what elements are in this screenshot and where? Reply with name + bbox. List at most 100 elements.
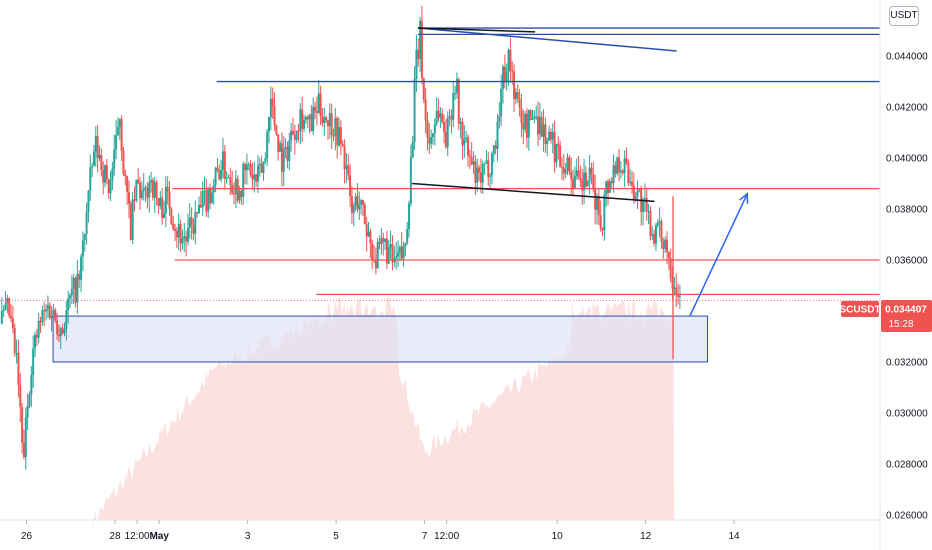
candle-body xyxy=(113,149,116,169)
candle-body xyxy=(529,110,532,120)
candle-body xyxy=(306,116,309,120)
candle-body xyxy=(218,170,221,180)
candle-body xyxy=(590,167,593,175)
candle-body xyxy=(37,320,40,338)
candle-body xyxy=(249,164,252,175)
candle-body xyxy=(592,174,595,190)
candle-body xyxy=(314,106,317,112)
price-axis[interactable]: 0.044000 0.042000 0.040000 0.038000 0.036000… xyxy=(879,0,928,550)
candle-body xyxy=(30,374,33,395)
candle-body xyxy=(107,179,110,194)
candle-body xyxy=(441,113,444,123)
candle-body xyxy=(43,310,46,312)
candle-body xyxy=(476,167,479,183)
trendline xyxy=(412,182,655,203)
candle-body xyxy=(220,169,223,180)
candle-body xyxy=(2,310,5,312)
drawings-layer xyxy=(0,27,880,360)
candle-body xyxy=(653,234,656,244)
candle-body xyxy=(406,228,409,244)
candle-body xyxy=(496,121,499,149)
candle-body xyxy=(35,334,38,338)
candle-body xyxy=(385,238,388,264)
candle-body xyxy=(656,222,659,226)
candle-body xyxy=(190,217,193,226)
candle-body xyxy=(326,120,329,127)
candle-body xyxy=(503,66,506,83)
candle-body xyxy=(45,308,48,312)
candle-body xyxy=(116,126,119,136)
candle-body xyxy=(96,136,99,159)
candle-body xyxy=(608,180,611,193)
candle-body xyxy=(310,114,313,132)
currency-label[interactable]: USDT xyxy=(889,6,919,26)
candle-body xyxy=(170,208,173,224)
candle-body xyxy=(181,238,184,244)
candle-body xyxy=(594,189,597,210)
candle-body xyxy=(630,181,633,186)
candle-body xyxy=(579,178,582,181)
time-tick-label: 12 xyxy=(640,531,652,542)
candle-body xyxy=(378,241,381,244)
candle-body xyxy=(538,116,541,135)
candle-body xyxy=(78,273,81,280)
candle-body xyxy=(472,161,475,165)
candle-body xyxy=(172,223,175,230)
candle-body xyxy=(422,78,425,100)
candle-body xyxy=(233,193,236,195)
time-tick-label: 12:00 xyxy=(125,531,150,542)
candle-body xyxy=(19,384,22,408)
candle-body xyxy=(85,211,88,235)
price-tick-label: 0.044000 xyxy=(886,52,928,63)
candle-body xyxy=(87,190,90,212)
time-tick-label: 7 xyxy=(422,531,428,542)
candle-body xyxy=(91,165,94,168)
candle-body xyxy=(199,204,202,208)
candle-body xyxy=(516,92,519,99)
candle-body xyxy=(183,236,186,239)
candle-body xyxy=(347,165,350,176)
candle-body xyxy=(542,124,545,137)
candle-body xyxy=(92,151,95,166)
candle-body xyxy=(551,132,554,140)
candle-body xyxy=(109,180,112,194)
candle-body xyxy=(8,298,11,316)
time-tick-label: 14 xyxy=(729,531,741,542)
candle-body xyxy=(236,178,239,201)
candle-body xyxy=(328,113,331,127)
candle-body xyxy=(610,180,613,184)
candle-body xyxy=(150,180,153,183)
candle-body xyxy=(437,110,440,118)
last-price-value: 0.034407 xyxy=(885,305,927,316)
candle-body xyxy=(312,106,315,132)
candle-body xyxy=(642,199,645,212)
candle-body xyxy=(524,113,527,130)
candle-body xyxy=(240,191,243,197)
candle-body xyxy=(13,328,16,354)
candle-body xyxy=(352,205,355,213)
candle-body xyxy=(509,49,512,71)
candle-body xyxy=(74,277,77,303)
candle-body xyxy=(10,315,13,319)
candle-body xyxy=(612,165,615,184)
candle-body xyxy=(194,212,197,234)
trendline xyxy=(417,27,677,52)
candle-body xyxy=(207,188,210,212)
candle-body xyxy=(548,131,551,141)
candle-body xyxy=(175,231,178,238)
price-tick-label: 0.032000 xyxy=(886,357,928,368)
candle-body xyxy=(4,303,7,311)
candle-body xyxy=(358,204,361,210)
candle-body xyxy=(461,121,464,146)
candle-body xyxy=(34,334,37,349)
time-axis[interactable]: 26 28 12:00 May 3 5 7 12:00 10 12 14 xyxy=(0,519,880,542)
candle-body xyxy=(151,180,154,198)
candle-body xyxy=(572,179,575,188)
candle-body xyxy=(52,309,55,317)
candle-body xyxy=(282,148,285,172)
candle-body xyxy=(139,182,142,198)
candle-body xyxy=(120,118,123,151)
candle-body xyxy=(581,180,584,191)
candle-body xyxy=(325,117,328,121)
